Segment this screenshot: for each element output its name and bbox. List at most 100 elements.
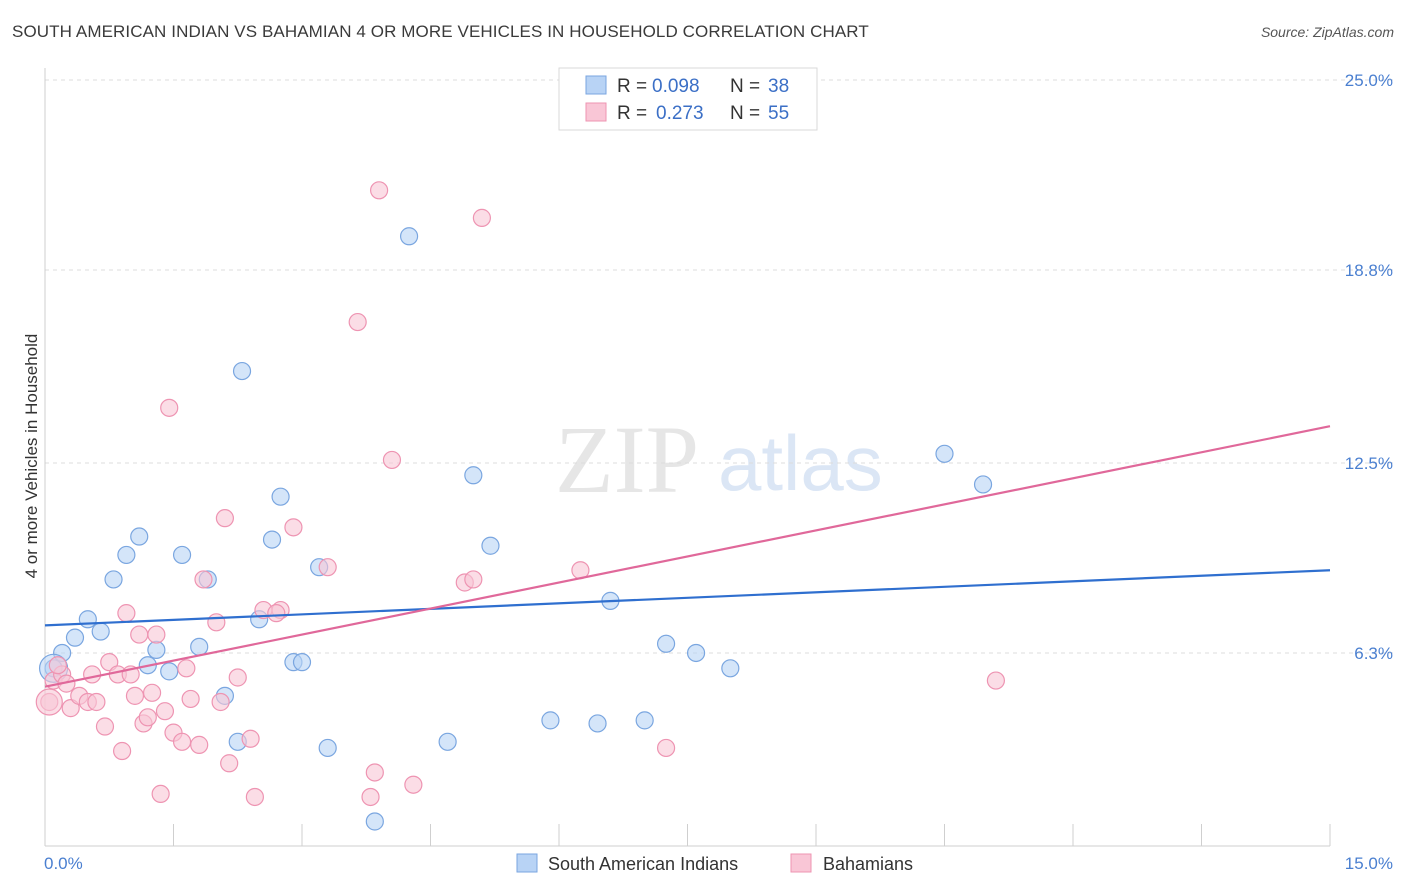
data-point-south-american-indians bbox=[104, 570, 123, 589]
data-point-bahamians bbox=[48, 656, 67, 675]
data-point-south-american-indians bbox=[318, 738, 337, 758]
data-point-south-american-indians bbox=[686, 643, 706, 663]
data-point-bahamians bbox=[112, 741, 132, 761]
data-point-bahamians bbox=[190, 735, 209, 754]
data-point-bahamians bbox=[370, 181, 389, 200]
data-point-bahamians bbox=[464, 570, 483, 589]
data-point-bahamians bbox=[365, 763, 384, 782]
data-point-bahamians bbox=[160, 398, 179, 417]
data-point-bahamians bbox=[125, 686, 145, 705]
data-point-south-american-indians bbox=[172, 545, 192, 565]
data-point-south-american-indians bbox=[65, 628, 85, 647]
data-point-south-american-indians bbox=[935, 444, 954, 463]
data-point-bahamians bbox=[241, 729, 260, 748]
data-point-south-american-indians bbox=[438, 732, 457, 751]
data-point-south-american-indians bbox=[399, 227, 419, 246]
y-tick-label: 6.3% bbox=[1354, 644, 1393, 663]
data-point-south-american-indians bbox=[464, 466, 483, 485]
data-point-south-american-indians bbox=[91, 622, 110, 641]
data-point-south-american-indians bbox=[481, 536, 500, 555]
legend: R = 0.098 N = 38 R = 0.273 N = 55 bbox=[558, 67, 818, 131]
data-point-bahamians bbox=[117, 604, 136, 623]
data-point-bahamians bbox=[181, 689, 200, 709]
bottom-legend-swatch-blue bbox=[516, 853, 538, 873]
y-tick-label: 18.8% bbox=[1345, 261, 1393, 280]
legend-swatch-blue bbox=[585, 75, 607, 95]
data-point-south-american-indians bbox=[130, 527, 149, 546]
data-point-bahamians bbox=[228, 668, 247, 687]
x-tick-label: 0.0% bbox=[44, 854, 83, 873]
chart-source: Source: ZipAtlas.com bbox=[1260, 24, 1394, 40]
data-point-bahamians bbox=[83, 665, 102, 684]
data-point-bahamians bbox=[220, 754, 239, 773]
data-point-south-american-indians bbox=[271, 487, 290, 506]
data-point-bahamians bbox=[361, 787, 380, 807]
data-point-south-american-indians bbox=[973, 475, 993, 494]
data-point-bahamians bbox=[404, 775, 423, 794]
data-point-bahamians bbox=[986, 671, 1006, 690]
data-point-bahamians bbox=[177, 659, 196, 678]
data-point-bahamians bbox=[142, 683, 162, 702]
data-point-south-american-indians bbox=[588, 714, 607, 733]
data-point-bahamians bbox=[172, 732, 192, 751]
legend-swatch-pink bbox=[585, 102, 607, 122]
data-point-bahamians bbox=[130, 625, 149, 644]
bottom-legend-label-pink: Bahamians bbox=[823, 854, 913, 874]
data-point-south-american-indians bbox=[160, 662, 179, 681]
legend-n-value-2: 55 bbox=[768, 103, 789, 124]
data-point-bahamians bbox=[284, 518, 303, 537]
legend-r-value-1: 0.098 bbox=[652, 76, 700, 97]
data-point-south-american-indians bbox=[78, 610, 97, 629]
data-point-south-american-indians bbox=[721, 659, 740, 678]
trend-lines bbox=[44, 425, 1331, 688]
data-point-south-american-indians bbox=[656, 634, 676, 653]
x-tick-label: 15.0% bbox=[1345, 854, 1393, 873]
data-point-bahamians bbox=[215, 509, 234, 528]
legend-n-value-1: 38 bbox=[768, 76, 789, 97]
legend-r-label-2: R = bbox=[617, 103, 647, 124]
watermark-zip: ZIP bbox=[555, 406, 699, 513]
data-point-bahamians bbox=[207, 613, 226, 632]
data-point-south-american-indians bbox=[232, 361, 252, 381]
legend-r-label-1: R = bbox=[617, 76, 647, 97]
y-tick-label: 25.0% bbox=[1345, 71, 1393, 90]
data-point-bahamians bbox=[245, 787, 264, 807]
data-point-bahamians bbox=[35, 688, 63, 716]
bottom-legend: South American Indians Bahamians bbox=[516, 853, 913, 874]
axes bbox=[44, 68, 1331, 847]
data-point-bahamians bbox=[318, 558, 337, 577]
bottom-legend-swatch-pink bbox=[790, 853, 812, 873]
y-tick-label: 12.5% bbox=[1345, 454, 1393, 473]
trend-line-bahamians bbox=[44, 425, 1331, 688]
data-point-bahamians bbox=[267, 604, 286, 623]
data-point-south-american-indians bbox=[117, 545, 136, 565]
data-point-south-american-indians bbox=[365, 812, 384, 831]
data-point-bahamians bbox=[147, 625, 166, 644]
data-point-south-american-indians bbox=[147, 640, 166, 660]
data-point-south-american-indians bbox=[262, 530, 282, 549]
legend-r-value-2: 0.273 bbox=[656, 103, 704, 124]
data-point-bahamians bbox=[211, 692, 230, 712]
legend-n-label-1: N = bbox=[730, 76, 760, 97]
legend-n-label-2: N = bbox=[730, 103, 760, 124]
data-point-bahamians bbox=[656, 738, 676, 758]
data-point-bahamians bbox=[155, 702, 175, 721]
trend-line-south-american-indians bbox=[44, 569, 1331, 627]
data-point-bahamians bbox=[472, 208, 491, 227]
data-point-bahamians bbox=[138, 708, 157, 727]
data-point-bahamians bbox=[348, 312, 367, 332]
data-point-bahamians bbox=[87, 692, 106, 712]
chart-title: SOUTH AMERICAN INDIAN VS BAHAMIAN 4 OR M… bbox=[12, 22, 869, 41]
data-point-bahamians bbox=[151, 784, 170, 804]
tick-labels: 6.3% 12.5% 18.8% 25.0% 0.0% 15.0% bbox=[44, 71, 1393, 873]
data-point-south-american-indians bbox=[635, 711, 654, 730]
data-point-bahamians bbox=[95, 717, 115, 736]
data-point-south-american-indians bbox=[541, 711, 560, 730]
bottom-legend-label-blue: South American Indians bbox=[548, 854, 738, 874]
y-axis-label: 4 or more Vehicles in Household bbox=[22, 334, 41, 579]
data-point-south-american-indians bbox=[292, 653, 312, 672]
data-point-bahamians bbox=[194, 570, 213, 589]
series-bahamians bbox=[35, 181, 1006, 807]
data-point-bahamians bbox=[382, 450, 402, 470]
